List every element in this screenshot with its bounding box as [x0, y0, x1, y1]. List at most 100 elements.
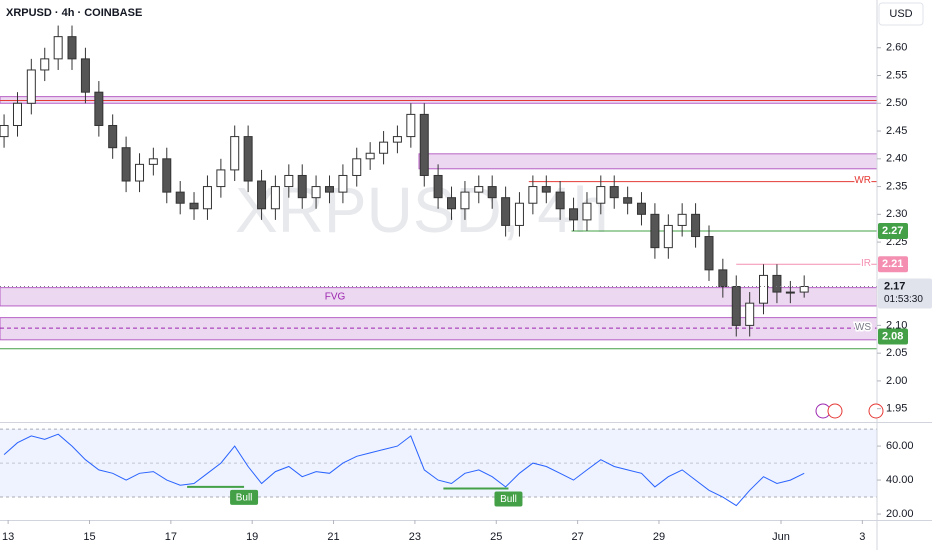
- candle-body: [94, 91, 104, 126]
- candle-body: [379, 141, 389, 154]
- price-badge-label: 2.08: [882, 330, 903, 342]
- candle-body: [40, 58, 50, 71]
- candle-body: [704, 236, 714, 271]
- price-badge: [878, 256, 908, 273]
- candle-body: [759, 274, 769, 304]
- candle-body: [148, 158, 158, 165]
- candle-body: [433, 174, 443, 199]
- y-tick-label: 2.35: [886, 180, 907, 192]
- y-tick-label: 2.45: [886, 125, 907, 137]
- candle-body: [284, 174, 294, 188]
- candle-body: [772, 274, 782, 293]
- level-label: IR: [861, 258, 871, 269]
- candle-body: [514, 202, 524, 226]
- candle-body: [419, 113, 429, 176]
- candle-body: [596, 186, 606, 204]
- candle-body: [311, 186, 321, 199]
- y-tick-label: 2.40: [886, 153, 907, 165]
- candle-body: [731, 286, 741, 326]
- zone: [0, 96, 878, 104]
- last-price-label: 2.17: [884, 280, 905, 292]
- x-tick-label: 13: [2, 531, 14, 543]
- divergence-label: Bull: [236, 493, 253, 504]
- candle-body: [474, 186, 484, 193]
- rsi-y-tick-label: 40.00: [886, 474, 914, 486]
- x-tick-label: 3: [859, 531, 865, 543]
- candle-body: [541, 186, 551, 193]
- candle-body: [202, 186, 212, 210]
- x-tick-label: Jun: [772, 531, 790, 543]
- candle-body: [189, 202, 199, 210]
- candle-body: [636, 202, 646, 215]
- candle-body: [718, 269, 728, 288]
- candle-body: [257, 180, 267, 210]
- candle-body: [365, 152, 375, 160]
- candle-body: [26, 69, 36, 104]
- candle-body: [230, 136, 240, 171]
- x-tick-label: 27: [571, 531, 583, 543]
- x-tick-label: 23: [409, 531, 421, 543]
- candle-body: [297, 174, 307, 199]
- candle-body: [745, 302, 755, 326]
- level-label: WR: [854, 175, 871, 186]
- y-tick-label: 2.50: [886, 97, 907, 109]
- price-badge-label: 2.21: [882, 258, 903, 270]
- x-tick-label: 25: [490, 531, 502, 543]
- zone-label: FVG: [325, 291, 346, 302]
- x-tick-label: 15: [83, 531, 95, 543]
- candle-body: [501, 197, 511, 226]
- x-tick-label: 29: [653, 531, 665, 543]
- y-tick-label: 1.95: [886, 403, 907, 415]
- candle-body: [80, 58, 90, 93]
- divergence-badge: [230, 489, 259, 505]
- candle-body: [487, 186, 497, 199]
- event-icon[interactable]: [868, 403, 884, 419]
- candle-body: [53, 36, 63, 60]
- rsi-line: [3, 433, 805, 507]
- candle-body: [175, 191, 185, 204]
- candle-body: [0, 124, 9, 138]
- candle-body: [216, 169, 226, 188]
- candle-body: [352, 158, 362, 176]
- candle-body: [135, 163, 145, 182]
- candle-body: [108, 124, 118, 149]
- candle-body: [623, 197, 633, 204]
- countdown: 01:53:30: [884, 294, 923, 305]
- candle-body: [121, 147, 131, 182]
- candle-body: [555, 191, 565, 210]
- rsi-y-tick-label: 60.00: [886, 440, 914, 452]
- candle-body: [582, 202, 592, 221]
- candle-body: [663, 224, 673, 249]
- candle-body: [677, 213, 687, 226]
- currency: USD: [889, 8, 912, 20]
- candle-body: [324, 186, 334, 193]
- candle-body: [650, 213, 660, 249]
- rsi-y-tick-label: 20.00: [886, 508, 914, 520]
- y-tick-label: 2.00: [886, 375, 907, 387]
- candle-body: [162, 158, 172, 193]
- last-price-badge: [878, 278, 932, 309]
- y-tick-label: 2.60: [886, 42, 907, 54]
- x-tick-label: 21: [327, 531, 339, 543]
- candle-body: [12, 102, 22, 126]
- candle-body: [691, 213, 701, 238]
- candle-body: [609, 186, 619, 199]
- zone: [418, 153, 878, 170]
- y-tick-label: 2.25: [886, 236, 907, 248]
- x-tick-label: 19: [246, 531, 258, 543]
- x-tick-label: 17: [165, 531, 177, 543]
- y-tick-label: 2.30: [886, 208, 907, 220]
- candle-body: [569, 208, 579, 221]
- y-tick-label: 2.05: [886, 347, 907, 359]
- candle-body: [270, 186, 280, 210]
- candle-body: [338, 174, 348, 193]
- candle-body: [528, 186, 538, 204]
- event-icon[interactable]: [827, 403, 843, 419]
- candle-body: [243, 136, 253, 182]
- currency-box[interactable]: [878, 2, 924, 26]
- y-tick-label: 2.55: [886, 69, 907, 81]
- candle-body: [406, 113, 416, 138]
- candle-body: [392, 136, 402, 143]
- candle-body: [799, 286, 809, 293]
